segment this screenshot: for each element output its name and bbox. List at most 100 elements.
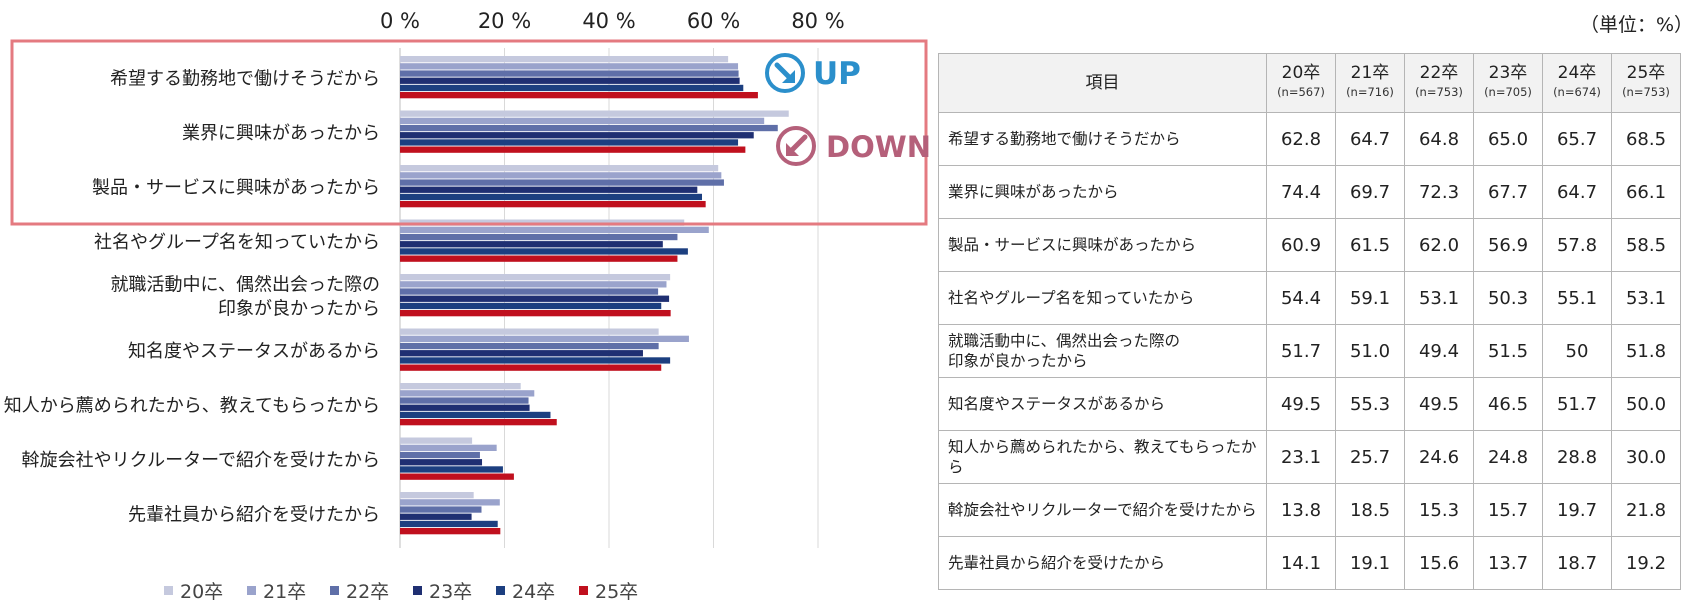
value-cell: 72.3: [1404, 165, 1474, 219]
bar: [400, 274, 671, 281]
row-label: 知名度やステータスがあるから: [938, 377, 1267, 431]
year-label: 20卒: [1281, 63, 1321, 83]
year-label: 25卒: [1626, 63, 1666, 83]
category-label: 斡旋会社やリクルーターで紹介を受けたから: [22, 450, 380, 471]
bar: [400, 117, 765, 124]
value-cell: 65.7: [1542, 112, 1612, 166]
value-cell: 46.5: [1473, 377, 1543, 431]
row-label: 先輩社員から紹介を受けたから: [938, 536, 1267, 590]
table-row: 斡旋会社やリクルーターで紹介を受けたから 13.8 18.5 15.3 15.7 19.7…: [938, 483, 1681, 537]
value-cell: 64.7: [1542, 165, 1612, 219]
bar: [400, 124, 778, 132]
sample-size: (n=674): [1553, 85, 1601, 99]
value-cell: 49.5: [1404, 377, 1474, 431]
bar: [400, 110, 789, 117]
value-cell: 51.0: [1335, 324, 1405, 378]
sample-size: (n=567): [1277, 85, 1325, 99]
bar: [400, 528, 501, 535]
year-label: 23卒: [1488, 63, 1528, 83]
value-cell: 57.8: [1542, 218, 1612, 272]
value-cell: 25.7: [1335, 430, 1405, 484]
legend: 20卒 21卒 22卒 23卒 24卒 25卒: [164, 581, 638, 603]
value-cell: 50: [1542, 324, 1612, 378]
down-label: DOWN: [826, 130, 930, 164]
bar: [400, 226, 709, 233]
bar: [400, 506, 482, 513]
row-label: 希望する勤務地で働けそうだから: [938, 112, 1267, 166]
row-label: 製品・サービスに興味があったから: [938, 218, 1267, 272]
value-cell: 15.6: [1404, 536, 1474, 590]
value-cell: 51.7: [1266, 324, 1336, 378]
value-cell: 24.8: [1473, 430, 1543, 484]
bar: [400, 84, 744, 92]
header-year: 23卒 (n=705): [1473, 53, 1543, 113]
value-cell: 56.9: [1473, 218, 1543, 272]
data-table: 項目 20卒 (n=567) 21卒 (n=716) 22卒 (n=753) 23卒 (n=7…: [938, 53, 1681, 590]
header-year: 22卒 (n=753): [1404, 53, 1474, 113]
bar: [400, 310, 671, 317]
header-item: 項目: [938, 53, 1267, 113]
legend-label: 24卒: [512, 581, 555, 603]
category-label: 業界に興味があったから: [182, 123, 380, 144]
value-cell: 64.8: [1404, 112, 1474, 166]
legend-label: 22卒: [346, 581, 389, 603]
header-year: 21卒 (n=716): [1335, 53, 1405, 113]
category-label: 印象が良かったから: [218, 299, 380, 320]
table-row: 製品・サービスに興味があったから 60.9 61.5 62.0 56.9 57.8 58.5: [938, 218, 1681, 272]
bar: [400, 179, 724, 186]
bar: [400, 411, 551, 419]
value-cell: 18.5: [1335, 483, 1405, 537]
value-cell: 53.1: [1404, 271, 1474, 325]
bar: [400, 513, 472, 520]
bar: [400, 70, 739, 77]
bars: [400, 56, 789, 535]
header-year: 20卒 (n=567): [1266, 53, 1336, 113]
value-cell: 60.9: [1266, 218, 1336, 272]
value-cell: 53.1: [1611, 271, 1681, 325]
legend-swatch: [164, 586, 173, 595]
bar: [400, 520, 498, 528]
value-cell: 30.0: [1611, 430, 1681, 484]
legend-swatch: [413, 586, 422, 595]
year-label: 24卒: [1557, 63, 1597, 83]
bar: [400, 186, 698, 193]
value-cell: 28.8: [1542, 430, 1612, 484]
legend-label: 20卒: [180, 581, 223, 603]
table-row: 就職活動中に、偶然出会った際の 印象が良かったから 51.7 51.0 49.4 51.5…: [938, 324, 1681, 378]
bar: [400, 383, 521, 390]
table-row: 社名やグループ名を知っていたから 54.4 59.1 53.1 50.3 55.1 53.1: [938, 271, 1681, 325]
bar: [400, 63, 739, 70]
value-cell: 15.3: [1404, 483, 1474, 537]
row-label: 知人から薦められたから、教えてもらったから: [938, 430, 1267, 484]
value-cell: 61.5: [1335, 218, 1405, 272]
legend-label: 23卒: [429, 581, 472, 603]
down-callout: DOWN: [776, 126, 930, 166]
bar: [400, 139, 739, 146]
category-labels: 希望する勤務地で働けそうだから業界に興味があったから製品・サービスに興味があった…: [4, 69, 380, 526]
up-label: UP: [813, 56, 861, 92]
table-row: 先輩社員から紹介を受けたから 14.1 19.1 15.6 13.7 18.7 19.2: [938, 536, 1681, 590]
up-arrow-head: [782, 70, 795, 83]
bar: [400, 77, 740, 84]
highlight-box: [10, 39, 928, 226]
bar: [400, 466, 503, 473]
row-label: 斡旋会社やリクルーターで紹介を受けたから: [938, 483, 1267, 537]
value-cell: 51.8: [1611, 324, 1681, 378]
year-label: 22卒: [1419, 63, 1459, 83]
bar: [400, 444, 497, 451]
row-label: 業界に興味があったから: [938, 165, 1267, 219]
up-callout: UP: [765, 53, 861, 93]
bar: [400, 295, 670, 302]
value-cell: 19.1: [1335, 536, 1405, 590]
legend-label: 25卒: [595, 581, 638, 603]
category-label: 希望する勤務地で働けそうだから: [110, 69, 380, 90]
category-label: 製品・サービスに興味があったから: [92, 178, 380, 199]
value-cell: 58.5: [1611, 218, 1681, 272]
bar: [400, 342, 659, 350]
value-cell: 62.8: [1266, 112, 1336, 166]
value-cell: 24.6: [1404, 430, 1474, 484]
category-label: 知名度やステータスがあるから: [128, 341, 380, 362]
header-year: 25卒 (n=753): [1611, 53, 1681, 113]
value-cell: 49.5: [1266, 377, 1336, 431]
value-cell: 55.3: [1335, 377, 1405, 431]
